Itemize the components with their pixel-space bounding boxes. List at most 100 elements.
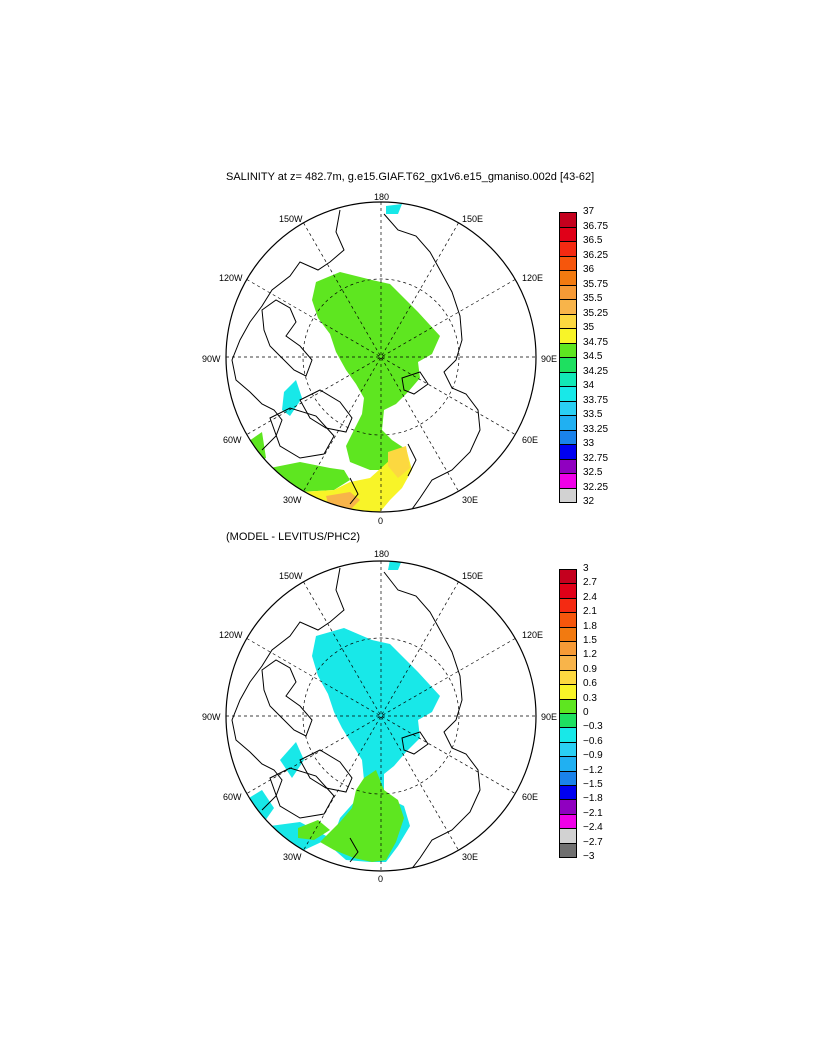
colorbar-tick-label: −0.6 [583,735,603,747]
colorbar-tick-label: 1.2 [583,649,597,661]
colorbar-swatch [559,255,577,271]
colorbar-tick-label: 1.8 [583,620,597,632]
colorbar-tick-label: 35 [583,322,595,333]
colorbar-tick-label: 34 [583,380,595,391]
colorbar-swatch [559,684,577,700]
lon-label-60w: 60W [223,792,242,802]
colorbar-tick-label: 35.25 [583,307,609,319]
coastline-top [231,209,481,512]
colorbar-tick-label: 32.75 [583,452,609,464]
colorbar-tick-label: −2.7 [583,836,603,848]
colorbar-tick-label: 33.75 [583,394,609,406]
colorbar-tick-label: 32.5 [583,467,603,478]
difference-map-title: (MODEL - LEVITUS/PHC2) [226,531,361,543]
colorbar-tick-label: 0.3 [583,692,597,704]
graticule-bottom [226,561,536,871]
map-boundary-top [225,201,537,513]
colorbar-swatch [559,641,577,657]
colorbar-swatch [559,226,577,242]
colorbar-swatch [559,487,577,503]
colorbar-swatch [559,842,577,858]
colorbar-tick-label: 34.75 [583,336,609,348]
colorbar-tick-label: −1.8 [583,793,603,805]
colorbar-swatch [559,328,577,344]
colorbar-swatch [559,270,577,286]
lon-label-150w: 150W [279,571,303,581]
lon-label-90w: 90W [202,712,221,722]
lon-label-120w: 120W [219,630,243,640]
colorbar-tick-label: 2.1 [583,606,597,618]
colorbar-tick-label: 0.9 [583,663,597,675]
lon-label-180: 180 [374,192,390,202]
colorbar-swatch [559,386,577,402]
colorbar-tick-label: 2.4 [583,591,597,603]
colorbar-swatch [559,284,577,300]
colorbar-tick-label: 37 [583,206,595,217]
lon-label-180: 180 [374,549,390,559]
colorbar-swatch [559,698,577,714]
colorbar-tick-label: 3 [583,563,589,574]
colorbar-tick-label: 33 [583,438,595,449]
ocean-field-top [236,204,440,512]
colorbar-swatch [559,299,577,315]
colorbar-tick-label: −2.4 [583,822,603,834]
colorbar-swatch [559,756,577,772]
colorbar-tick-label: 34.25 [583,365,609,377]
colorbar-swatch [559,357,577,373]
colorbar-tick-label: 35.5 [583,293,603,304]
colorbar-swatch [559,473,577,489]
colorbar-tick-label: 2.7 [583,577,597,589]
colorbar-swatch [559,400,577,416]
colorbar-swatch [559,597,577,614]
lon-label-90e: 90E [541,712,558,722]
colorbar-tick-label: −0.9 [583,750,603,762]
lon-label-60e: 60E [522,435,539,445]
colorbar-tick-label: 36.75 [583,220,609,232]
map-title: SALINITY at z= 482.7m, g.e15.GIAF.T62_gx… [226,171,595,183]
colorbar-tick-label: −2.1 [583,807,603,819]
lon-label-90w: 90W [202,354,221,364]
lon-label-150e: 150E [462,571,484,581]
colorbar-swatch [559,770,577,786]
colorbar-swatch [559,429,577,445]
colorbar-swatch [559,828,577,844]
colorbar-tick-label: 33.25 [583,423,609,435]
colorbar-tick-label: −0.3 [583,721,603,733]
colorbar-swatch [559,626,577,642]
lon-label-150e: 150E [462,214,484,224]
colorbar-tick-label: −1.5 [583,779,603,790]
lon-label-120e: 120E [522,630,544,640]
colorbar-swatch [559,415,577,431]
colorbar-swatch [559,612,577,628]
colorbar-tick-label: −3 [583,851,595,862]
colorbar-swatch [559,241,577,257]
colorbar-tick-label: 33.5 [583,409,603,420]
graticule-top [226,202,536,512]
colorbar-swatch [559,741,577,758]
colorbar-tick-label: 0.6 [583,678,597,690]
colorbar-tick-label: 32.25 [583,481,609,493]
colorbar-swatch [559,669,577,686]
colorbar-swatch [559,799,577,815]
colorbar-swatch [559,458,577,474]
colorbar-swatch [559,371,577,387]
lon-label-30e: 30E [462,495,479,505]
colorbar-swatch [559,727,577,743]
colorbar-tick-label: 35.75 [583,278,609,290]
colorbar-swatch [559,444,577,460]
colorbar-swatch [559,785,577,801]
lon-label-120w: 120W [219,273,243,283]
lon-label-0: 0 [378,516,384,526]
colorbar-swatch [559,813,577,830]
colorbar-swatch [559,212,577,228]
lon-label-60e: 60E [522,792,539,802]
lon-label-0: 0 [378,874,384,884]
colorbar-swatch [559,583,577,599]
lon-label-90e: 90E [541,354,558,364]
colorbar-swatch [559,655,577,671]
colorbar-swatch [559,569,577,585]
colorbar-swatch [559,342,577,358]
lon-label-30w: 30W [283,495,302,505]
colorbar-swatch [559,713,577,729]
